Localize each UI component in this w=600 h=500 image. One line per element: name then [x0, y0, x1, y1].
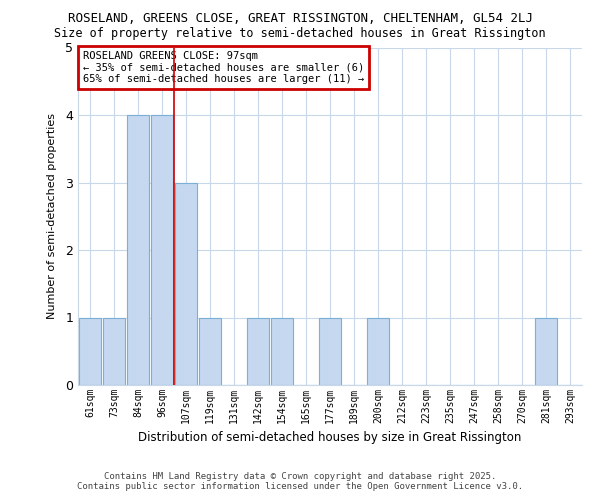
X-axis label: Distribution of semi-detached houses by size in Great Rissington: Distribution of semi-detached houses by … — [139, 432, 521, 444]
Bar — [535, 318, 557, 385]
Bar — [151, 115, 173, 385]
Text: Contains HM Land Registry data © Crown copyright and database right 2025.
Contai: Contains HM Land Registry data © Crown c… — [77, 472, 523, 491]
Text: Size of property relative to semi-detached houses in Great Rissington: Size of property relative to semi-detach… — [54, 28, 546, 40]
Text: ROSELAND GREENS CLOSE: 97sqm
← 35% of semi-detached houses are smaller (6)
65% o: ROSELAND GREENS CLOSE: 97sqm ← 35% of se… — [83, 51, 364, 84]
Bar — [367, 318, 389, 385]
Bar — [199, 318, 221, 385]
Bar — [319, 318, 341, 385]
Bar — [175, 182, 197, 385]
Bar — [271, 318, 293, 385]
Bar — [127, 115, 149, 385]
Y-axis label: Number of semi-detached properties: Number of semi-detached properties — [47, 114, 57, 320]
Text: ROSELAND, GREENS CLOSE, GREAT RISSINGTON, CHELTENHAM, GL54 2LJ: ROSELAND, GREENS CLOSE, GREAT RISSINGTON… — [67, 12, 533, 26]
Bar — [103, 318, 125, 385]
Bar — [247, 318, 269, 385]
Bar — [79, 318, 101, 385]
